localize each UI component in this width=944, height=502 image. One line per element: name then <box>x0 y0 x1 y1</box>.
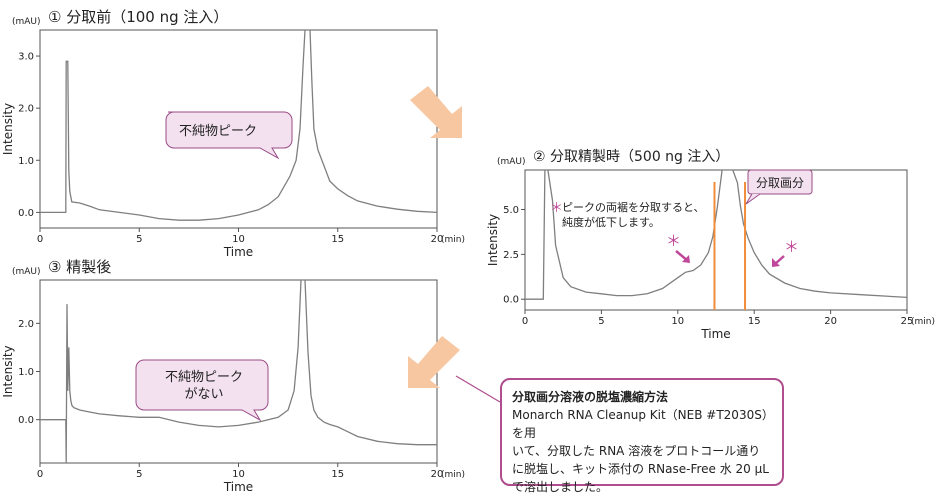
fraction-label-box <box>747 169 813 195</box>
flow-arrow-down-right <box>410 86 462 138</box>
chart-c1: ① 分取前（100 ng 注入） (mAU) 0 5 10 15 20(min) Time 0.… <box>1 8 465 259</box>
chromatogram-trace <box>40 30 437 221</box>
note-connector <box>455 375 501 403</box>
y-unit: (mAU) <box>12 17 41 27</box>
x-axis-label: Time <box>700 327 730 341</box>
no-impurity-callout-line-2: がない <box>184 387 223 402</box>
note-title: 分取画分溶液の脱塩濃縮方法 <box>512 390 669 404</box>
y-tick-label: 1.0 <box>18 156 34 167</box>
x-tick-label: 25 <box>901 316 914 327</box>
y-axis-label: Intensity <box>1 103 15 155</box>
impurity-callout-text: 不純物ピーク <box>179 124 257 139</box>
y-tick-label: 2.5 <box>503 250 519 261</box>
x-tick-label: 20 <box>431 469 444 480</box>
x-tick-label: 10 <box>671 316 684 327</box>
star-right-tail: ＊ <box>784 238 799 256</box>
x-axis-label: Time <box>223 480 253 494</box>
y-tick-label: 2.0 <box>18 104 34 115</box>
note-line-2: いて、分取した RNA 溶液をプロトコール通り <box>512 444 761 458</box>
chart-c3: ③ 精製後 (mAU) 0 5 10 15 20(min) Time 0.0 1.0 2.0 Inte… <box>1 258 465 494</box>
chart-c2: ② 分取精製時（500 ng 注入） (mAU) 0 5 10 15 20 25(min) Ti… <box>486 149 935 341</box>
x-tick-label: 15 <box>748 316 761 327</box>
star-note-line-2: 純度が低下します。 <box>562 215 660 229</box>
desalting-note: 分取画分溶液の脱塩濃縮方法 Monarch RNA Cleanup Kit（NE… <box>500 378 784 494</box>
x-tick-label: 5 <box>598 316 604 327</box>
star-mark-note: ＊ <box>550 201 563 216</box>
y-tick-label: 2.0 <box>18 319 34 330</box>
x-tick-label: 10 <box>232 469 245 480</box>
note-line-4: で溶出しました。 <box>512 480 609 494</box>
y-axis-label: Intensity <box>486 214 500 266</box>
chromatogram-trace <box>40 280 437 463</box>
x-tick-label: 10 <box>232 234 245 245</box>
fraction-label-pointer <box>745 193 761 205</box>
y-tick-label: 0.0 <box>503 295 519 306</box>
y-unit: (mAU) <box>12 267 41 277</box>
plot-frame <box>524 169 908 311</box>
x-tick-label: 5 <box>136 469 142 480</box>
y-axis-label: Intensity <box>1 345 15 397</box>
arrow-left-tail-head <box>682 255 690 263</box>
y-unit: (mAU) <box>497 157 526 167</box>
x-unit: (min) <box>911 317 935 327</box>
y-tick-label: 0.0 <box>18 415 34 426</box>
x-tick-label: 15 <box>331 234 344 245</box>
fraction-label-text: 分取画分 <box>756 176 804 190</box>
x-tick-label: 0 <box>522 316 528 327</box>
chromatogram-trace <box>525 170 907 300</box>
x-tick-label: 0 <box>37 234 43 245</box>
x-tick-label: 0 <box>37 469 43 480</box>
arrow-right-tail-head <box>772 258 780 267</box>
x-tick-label: 15 <box>331 469 344 480</box>
x-unit: (min) <box>441 235 465 245</box>
x-axis-label: Time <box>223 245 253 259</box>
x-unit: (min) <box>441 470 465 480</box>
y-tick-label: 0.0 <box>18 208 34 219</box>
y-tick-label: 3.0 <box>18 52 34 63</box>
y-tick-label: 1.0 <box>18 367 34 378</box>
star-left-tail: ＊ <box>666 232 681 250</box>
y-tick-label: 5.0 <box>503 205 519 216</box>
no-impurity-callout <box>135 359 269 422</box>
chart-title: ② 分取精製時（500 ng 注入） <box>533 149 729 165</box>
note-line-1: Monarch RNA Cleanup Kit（NEB #T2030S）を用 <box>512 408 768 440</box>
chart-title: ③ 精製後 <box>48 258 111 276</box>
x-tick-label: 5 <box>136 234 142 245</box>
x-tick-label: 20 <box>431 234 444 245</box>
flow-arrow-down-left <box>408 336 460 388</box>
chart-title: ① 分取前（100 ng 注入） <box>48 8 228 26</box>
x-tick-label: 20 <box>824 316 837 327</box>
impurity-callout <box>165 111 293 160</box>
note-line-3: に脱塩し、キット添付の RNase-Free 水 20 µL <box>512 462 769 476</box>
no-impurity-callout-line-1: 不純物ピーク <box>165 370 243 385</box>
star-note-line-1: ピークの両裾を分取すると、 <box>562 200 705 214</box>
